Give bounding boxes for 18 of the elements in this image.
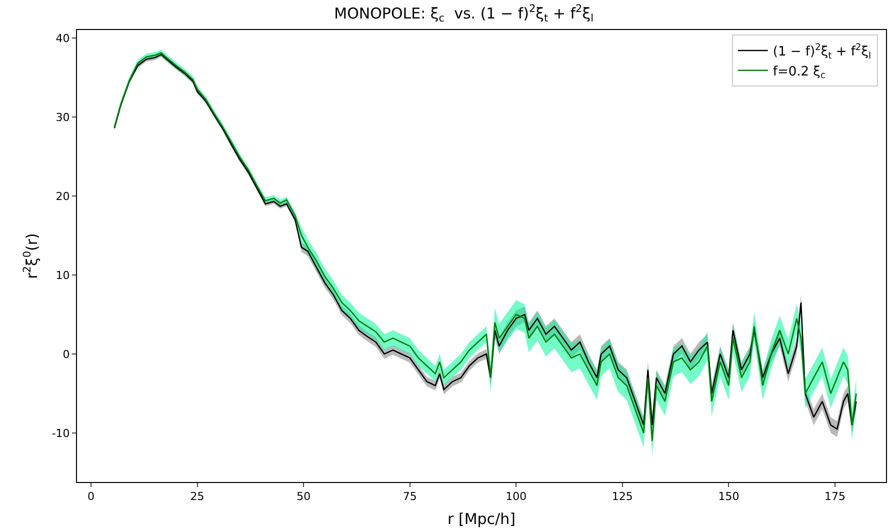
y-tick-label: 10: [56, 268, 70, 282]
y-tick-label: 30: [56, 110, 70, 124]
y-tick-label: 0: [62, 348, 70, 361]
y-tick-label: 20: [56, 190, 70, 203]
y-tick-label: 40: [56, 32, 70, 45]
x-tick-label: 125: [612, 490, 633, 504]
legend-label: f=0.2 ξ$_{c}$: [772, 64, 826, 82]
x-tick-label: 150: [718, 490, 740, 504]
x-tick-label: 75: [402, 490, 417, 504]
x-tick-label: 25: [190, 490, 204, 504]
chart-title: MONOPOLE: ξ$_{c}$ vs. (1 − f)$^{2}$ξ$_{t}$ + f$^{2}$ξ$_{l}$: [334, 3, 594, 25]
x-tick-label: 100: [506, 490, 527, 504]
x-tick-label: 175: [824, 490, 846, 504]
legend-label: (1 − f)$^{2}$ξ$_{t}$ + f$^{2}$ξ$_{l}$: [772, 43, 872, 62]
y-tick-label: -10: [52, 426, 70, 440]
x-axis-title: r [Mpc/h]: [448, 510, 516, 528]
x-tick-label: 0: [88, 490, 95, 504]
x-tick-label: 50: [296, 490, 311, 504]
